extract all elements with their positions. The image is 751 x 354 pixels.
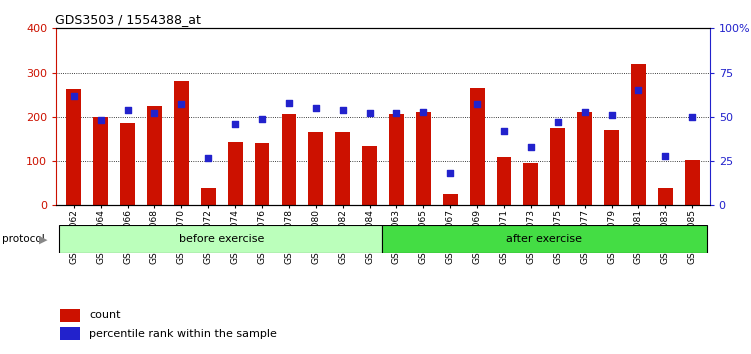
Text: GDS3503 / 1554388_at: GDS3503 / 1554388_at	[55, 13, 201, 26]
Point	[309, 105, 321, 111]
Text: before exercise: before exercise	[179, 234, 264, 244]
Point	[256, 116, 268, 121]
Point	[632, 87, 644, 93]
Bar	[59, 327, 80, 340]
Point	[686, 114, 698, 120]
Point	[525, 144, 537, 150]
Bar	[147, 106, 162, 205]
Point	[659, 153, 671, 159]
Bar	[443, 194, 457, 205]
Bar	[174, 81, 189, 205]
Point	[229, 121, 241, 127]
Bar	[685, 160, 700, 205]
Bar	[282, 114, 297, 205]
Bar	[309, 132, 323, 205]
Bar	[550, 128, 566, 205]
Bar	[604, 130, 619, 205]
Point	[498, 128, 510, 134]
Bar	[228, 142, 243, 205]
Point	[418, 109, 430, 114]
Point	[283, 100, 295, 105]
Bar	[578, 113, 592, 205]
Point	[552, 119, 564, 125]
Point	[445, 171, 457, 176]
Text: protocol: protocol	[2, 234, 44, 244]
Bar	[416, 113, 431, 205]
Bar	[66, 89, 81, 205]
Bar	[255, 143, 270, 205]
Bar	[93, 117, 108, 205]
Point	[391, 110, 403, 116]
Bar	[469, 88, 484, 205]
Text: after exercise: after exercise	[506, 234, 582, 244]
Point	[579, 109, 591, 114]
Bar	[658, 188, 673, 205]
Point	[363, 110, 376, 116]
Point	[95, 118, 107, 123]
Bar	[496, 156, 511, 205]
Point	[175, 102, 187, 107]
Point	[68, 93, 80, 98]
Point	[202, 155, 214, 160]
Point	[605, 112, 617, 118]
Bar	[389, 114, 404, 205]
Text: count: count	[89, 310, 120, 320]
Bar	[59, 309, 80, 321]
Point	[471, 102, 483, 107]
Point	[122, 107, 134, 113]
Bar	[631, 64, 646, 205]
Bar	[335, 132, 350, 205]
Bar	[362, 147, 377, 205]
Bar	[120, 124, 135, 205]
FancyBboxPatch shape	[59, 225, 382, 253]
Text: percentile rank within the sample: percentile rank within the sample	[89, 329, 277, 339]
Bar	[201, 188, 216, 205]
Point	[149, 110, 161, 116]
FancyBboxPatch shape	[382, 225, 707, 253]
Point	[336, 107, 348, 113]
Bar	[523, 163, 538, 205]
Text: ▶: ▶	[39, 235, 47, 245]
